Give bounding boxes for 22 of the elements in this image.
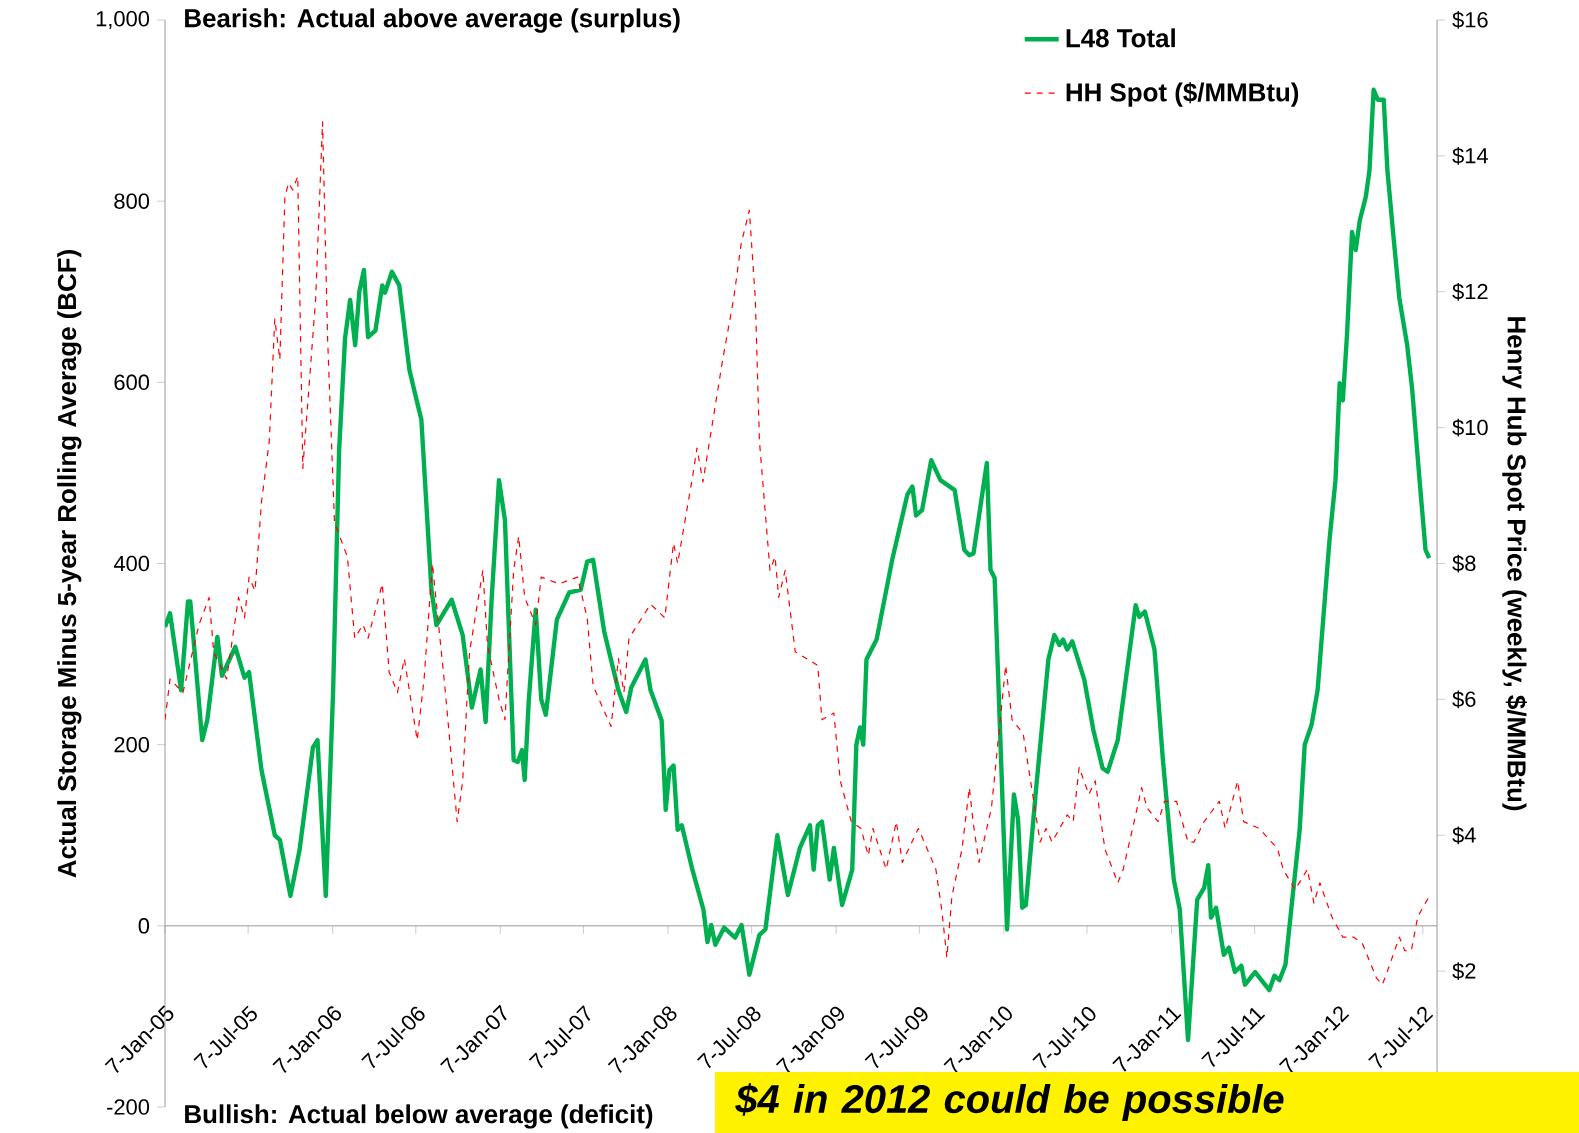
y2-tick-label: $8	[1452, 554, 1476, 573]
y-tick-label: -200	[107, 1099, 150, 1115]
y-tick-label: 600	[114, 374, 150, 391]
y-tick-label: 200	[114, 736, 150, 753]
y2-tick-label: $16	[1452, 11, 1488, 29]
annotation: $4 in 2012 could be possible	[735, 1083, 1284, 1122]
legend-label: L48 Total	[1066, 28, 1175, 48]
y2-tick-label: $12	[1452, 282, 1488, 301]
annotation: Bearish: Actual above average (surplus)	[185, 8, 680, 33]
y2-tick-label: $10	[1452, 418, 1488, 437]
annotation: Bullish: Actual below average (deficit)	[185, 1104, 653, 1129]
y2-axis-title: Henry Hub Spot Price (weekly, $/MMBtu)	[1502, 317, 1527, 811]
y2-tick-label: $2	[1452, 962, 1476, 981]
y2-tick-label: $4	[1452, 826, 1476, 845]
y-tick-label: 0	[138, 918, 150, 934]
y-tick-label: 1,000	[96, 10, 150, 30]
legend-label: HH Spot ($/MMBtu)	[1066, 82, 1299, 107]
y2-tick-label: $6	[1452, 690, 1476, 709]
y2-tick-label: $14	[1452, 147, 1488, 165]
y-tick-label: 800	[114, 193, 150, 209]
y-tick-label: 400	[113, 555, 150, 572]
y-axis-title: Actual Storage Minus 5-year Rolling Average (BCF)	[57, 250, 82, 878]
